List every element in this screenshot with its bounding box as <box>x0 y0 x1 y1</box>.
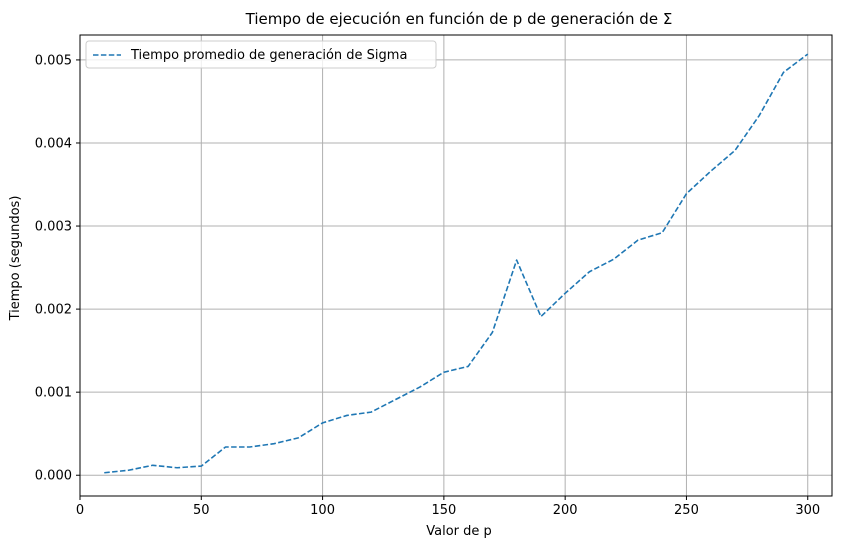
x-tick-label: 100 <box>310 503 335 518</box>
x-tick-label: 200 <box>553 503 578 518</box>
legend: Tiempo promedio de generación de Sigma <box>85 40 437 69</box>
legend-box <box>85 40 437 69</box>
grid-lines <box>79 35 832 496</box>
y-tick-label: 0.002 <box>35 303 72 318</box>
x-tick-label: 50 <box>193 503 210 518</box>
series-layer <box>104 53 809 474</box>
y-tick-label: 0.000 <box>35 469 72 484</box>
plot-frame <box>79 34 833 497</box>
x-axis-label: Valor de p <box>426 524 492 539</box>
x-tick-label: 250 <box>674 503 699 518</box>
y-tick-label: 0.004 <box>35 136 72 151</box>
y-tick-label: 0.001 <box>35 386 72 401</box>
series-line <box>104 53 809 474</box>
x-tick-label: 150 <box>431 503 456 518</box>
y-axis-label: Tiempo (segundos) <box>8 196 23 322</box>
chart-title: Tiempo de ejecución en función de p de g… <box>245 10 673 28</box>
axis-ticks: 0 50 100 150 200 250 300 0.000 0.001 0.002 0.003 0.… <box>35 53 820 518</box>
x-tick-label: 0 <box>76 503 84 518</box>
legend-label: Tiempo promedio de generación de Sigma <box>130 48 407 63</box>
y-tick-label: 0.003 <box>35 220 72 235</box>
y-tick-label: 0.005 <box>35 53 72 68</box>
x-tick-label: 300 <box>795 503 820 518</box>
